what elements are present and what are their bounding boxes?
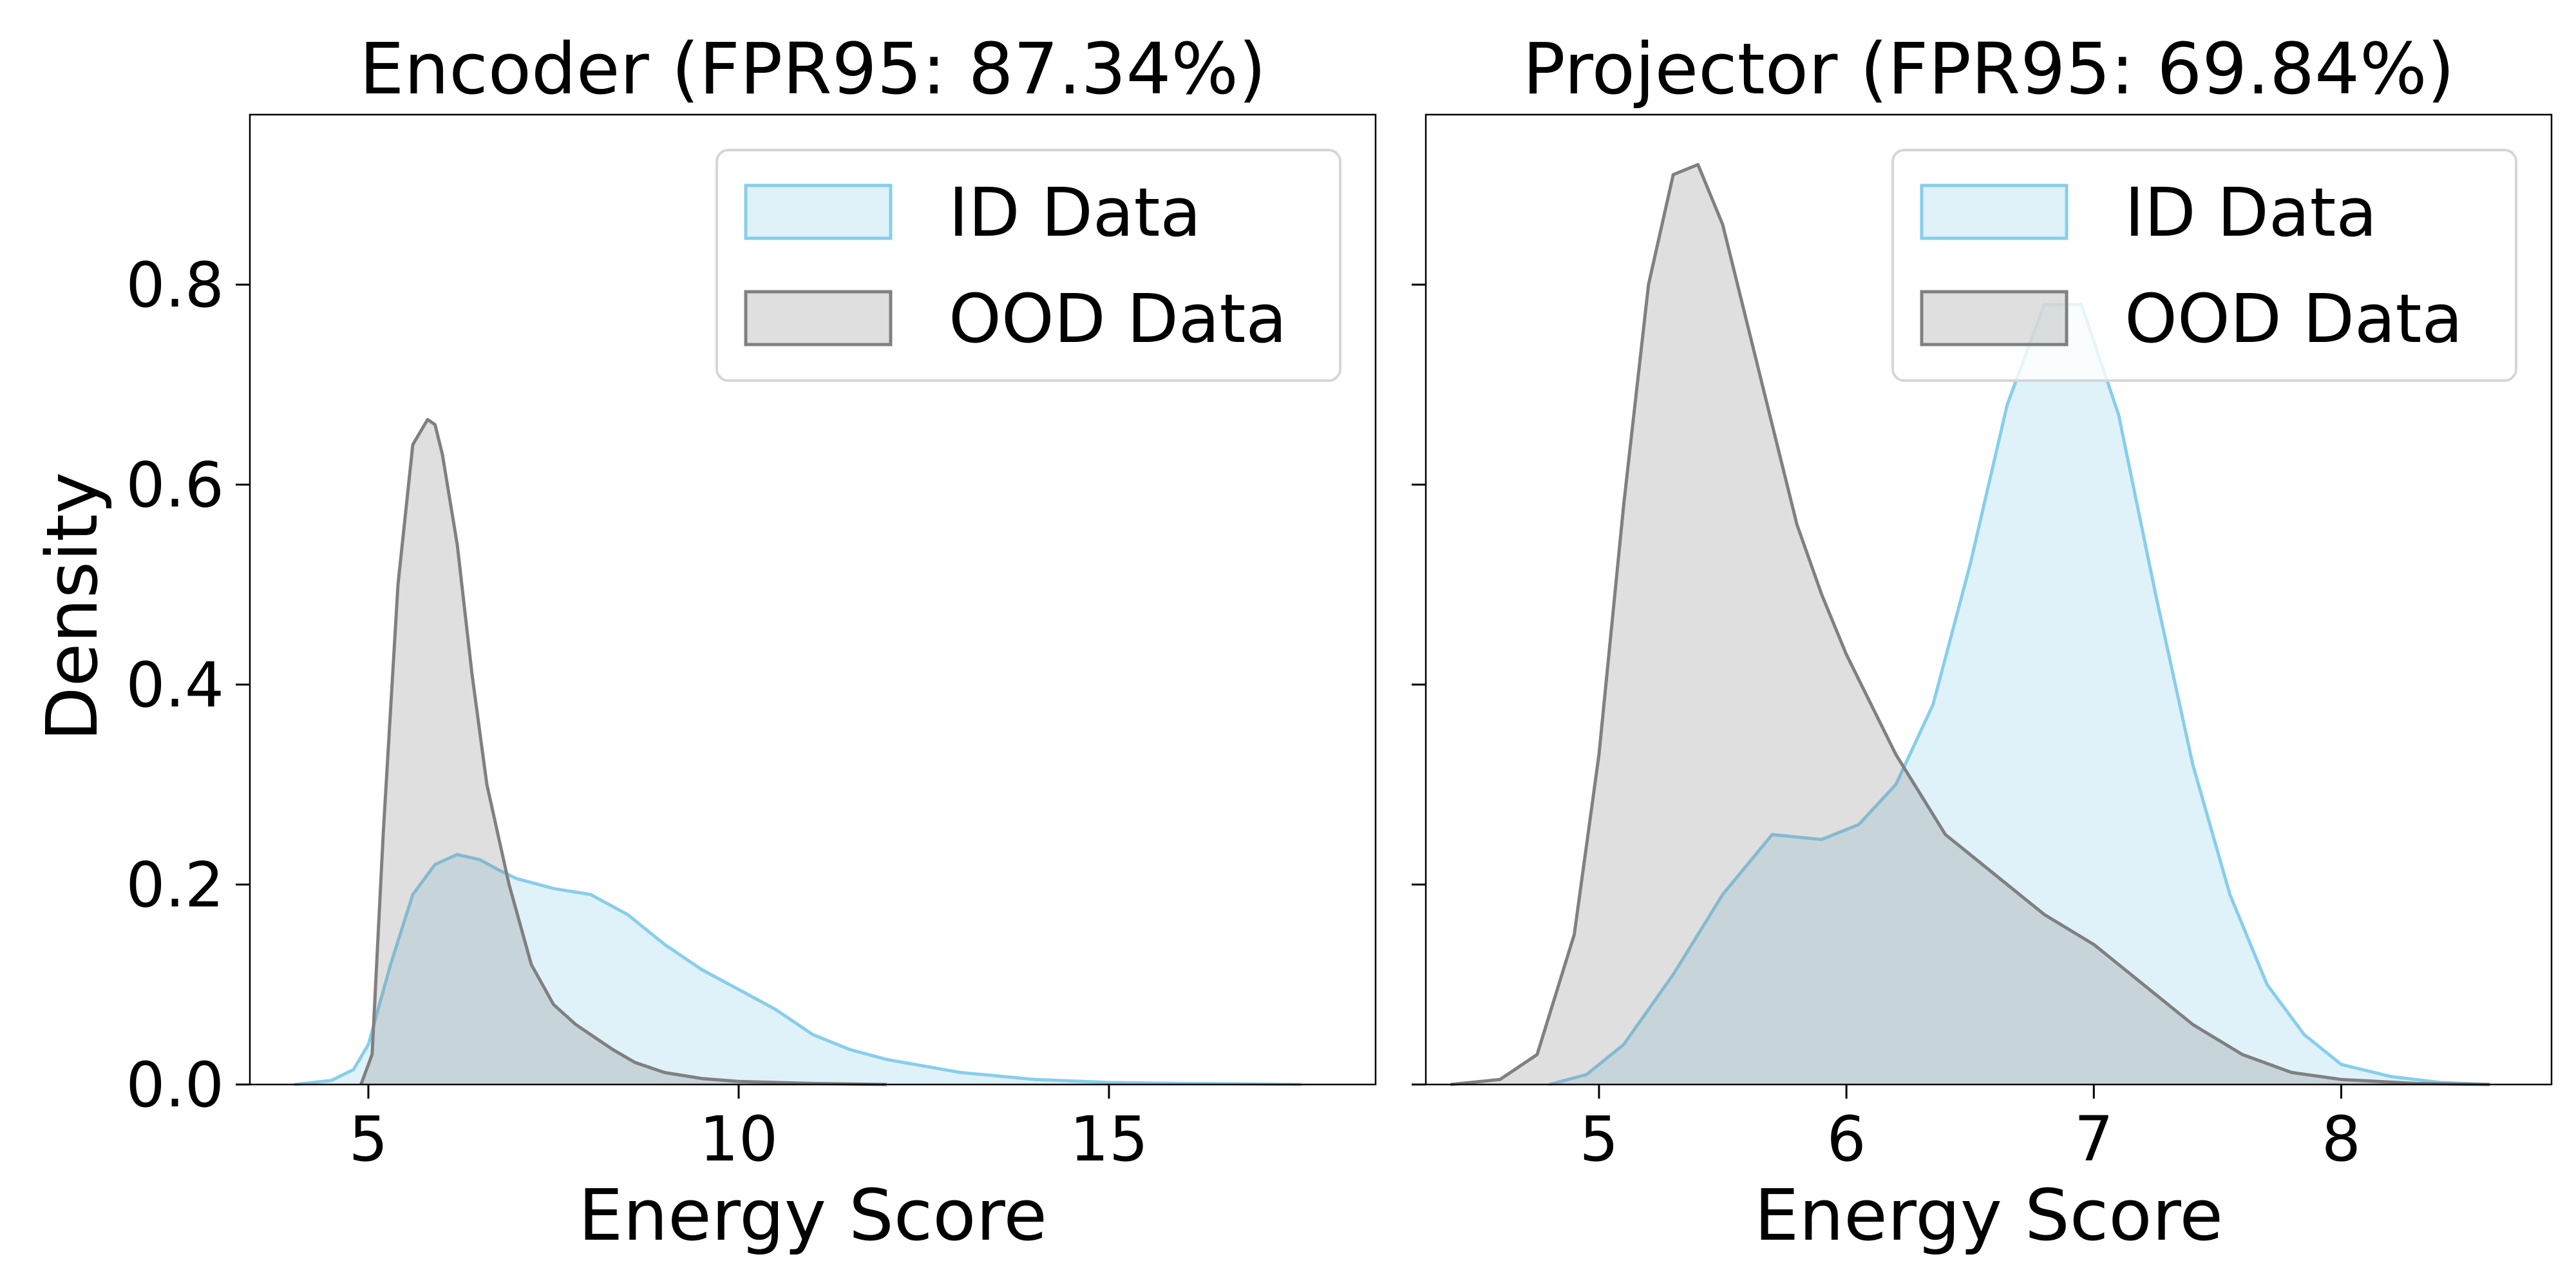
x-axis-label: Energy Score — [1754, 1174, 2223, 1256]
legend-label-id-data: ID Data — [2125, 173, 2377, 252]
legend-swatch-id-data — [1920, 184, 2069, 240]
x-tick-label: 5 — [348, 1103, 388, 1175]
x-tick-label: 10 — [699, 1103, 778, 1175]
x-tick-label: 15 — [1070, 1103, 1148, 1175]
id-data-density-line — [294, 853, 1302, 1086]
axes-frame — [1425, 113, 2553, 1086]
y-tick-label: 0.2 — [126, 849, 224, 921]
panel-title: Projector (FPR95: 69.84%) — [1522, 28, 2454, 110]
x-tick-label: 6 — [1827, 1103, 1866, 1175]
panel-title: Encoder (FPR95: 87.34%) — [359, 28, 1266, 110]
x-axis-label: Energy Score — [578, 1174, 1047, 1256]
x-tick-label: 7 — [2074, 1103, 2114, 1175]
y-axis-label: Density — [31, 472, 113, 741]
y-tick-label: 0.8 — [126, 249, 224, 321]
ood-data-density-area — [1450, 164, 2490, 1085]
legend-swatch-id-data — [744, 184, 893, 240]
legend-label-ood-data: OOD Data — [949, 279, 1287, 358]
y-tick-label: 0.6 — [126, 449, 224, 521]
legend: ID Data OOD Data — [1891, 149, 2517, 382]
id-data-density-area — [1549, 305, 2490, 1084]
legend-swatch-ood-data — [744, 290, 893, 346]
y-tick-label: 0.0 — [126, 1049, 224, 1121]
x-tick-label: 5 — [1579, 1103, 1618, 1175]
id-data-density-area — [294, 854, 1302, 1084]
legend-label-id-data: ID Data — [949, 173, 1201, 252]
encoder-panel: 5 10 15 0.0 0.2 0.4 0.6 0.8 Encoder (FPR95: 87.3… — [126, 28, 1377, 1256]
legend-label-ood-data: OOD Data — [2125, 279, 2463, 358]
legend-box — [715, 149, 1341, 382]
x-tick-label: 8 — [2322, 1103, 2361, 1175]
ood-data-density-line — [1450, 163, 2490, 1086]
ood-data-density-line — [359, 418, 887, 1086]
y-tick-label: 0.4 — [126, 649, 224, 721]
legend: ID Data OOD Data — [715, 149, 1341, 382]
legend-swatch-ood-data — [1920, 290, 2069, 346]
projector-panel: 5 6 7 8 Projector (FPR95: 69.84%) Energy Scor… — [1412, 28, 2553, 1256]
legend-box — [1891, 149, 2517, 382]
axes-frame — [249, 113, 1377, 1086]
ood-data-density-area — [361, 419, 887, 1084]
